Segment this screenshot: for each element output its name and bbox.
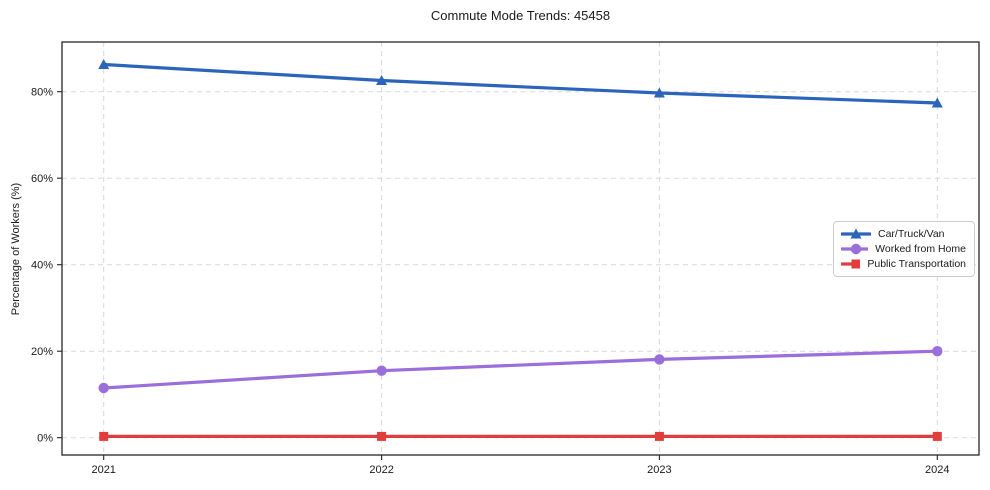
square-marker [851, 259, 861, 269]
triangle-marker [98, 59, 110, 69]
legend-item: Worked from Home [841, 242, 966, 257]
circle-marker [850, 243, 862, 255]
y-tick-label: 0% [37, 433, 53, 445]
y-tick-label: 80% [31, 87, 53, 99]
circle-marker [932, 346, 943, 357]
legend-label: Worked from Home [875, 243, 966, 255]
x-tick-label: 2023 [647, 464, 671, 476]
circle-marker [98, 382, 109, 394]
square-marker [654, 431, 664, 441]
legend-marker-triangle-icon [841, 228, 871, 239]
triangle-marker [931, 97, 943, 108]
x-tick-label: 2022 [369, 464, 393, 476]
legend-label: Car/Truck/Van [878, 228, 945, 241]
square-marker [932, 431, 942, 441]
legend-item: Public Transportation [841, 256, 966, 271]
y-tick-label: 60% [31, 173, 53, 185]
legend-item: Car/Truck/Van [841, 227, 966, 242]
plot-frame [61, 41, 980, 456]
y-tick-label: 40% [31, 260, 53, 272]
chart-title: Commute Mode Trends: 45458 [430, 8, 611, 23]
triangle-marker [653, 87, 665, 98]
triangle-marker [376, 75, 388, 85]
series-line [102, 62, 939, 105]
x-tick-label: 2021 [91, 464, 115, 476]
triangle-marker [850, 228, 862, 239]
circle-marker [654, 354, 665, 365]
legend-marker-square-icon [841, 259, 861, 269]
x-tick-label: 2024 [925, 464, 949, 476]
legend: Car/Truck/Van Worked from Home Public Tran… [833, 221, 975, 277]
series-line [102, 349, 939, 390]
y-tick-label: 20% [31, 346, 53, 358]
legend-marker-circle-icon [841, 243, 869, 255]
square-marker [99, 431, 109, 441]
legend-label: Public Transportation [867, 257, 966, 270]
circle-marker [376, 365, 387, 376]
y-axis-label: Percentage of Workers (%) [10, 182, 22, 316]
square-marker [377, 431, 387, 441]
